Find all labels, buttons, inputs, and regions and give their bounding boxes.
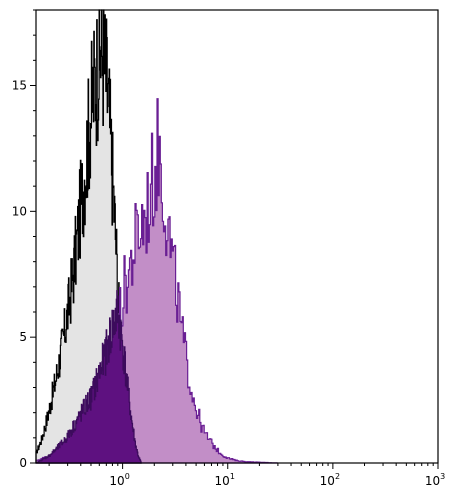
y-tick-label: 5 <box>19 330 27 344</box>
y-tick-label: 15 <box>12 79 27 93</box>
x-tick-exponent: 2 <box>335 472 340 481</box>
x-tick-exponent: 0 <box>125 472 130 481</box>
axis-layer <box>30 9 439 469</box>
y-tick-label: 0 <box>19 456 27 470</box>
x-tick-label: 102 <box>320 472 340 488</box>
x-tick-label: 100 <box>109 472 129 488</box>
x-tick-exponent: 3 <box>440 472 445 481</box>
y-tick-label: 10 <box>12 204 27 218</box>
x-tick-label: 101 <box>215 472 235 488</box>
series-layer <box>35 9 278 464</box>
histogram-series-stained-gated <box>35 290 142 464</box>
x-tick-exponent: 1 <box>230 472 235 481</box>
x-tick-label: 103 <box>425 472 445 488</box>
